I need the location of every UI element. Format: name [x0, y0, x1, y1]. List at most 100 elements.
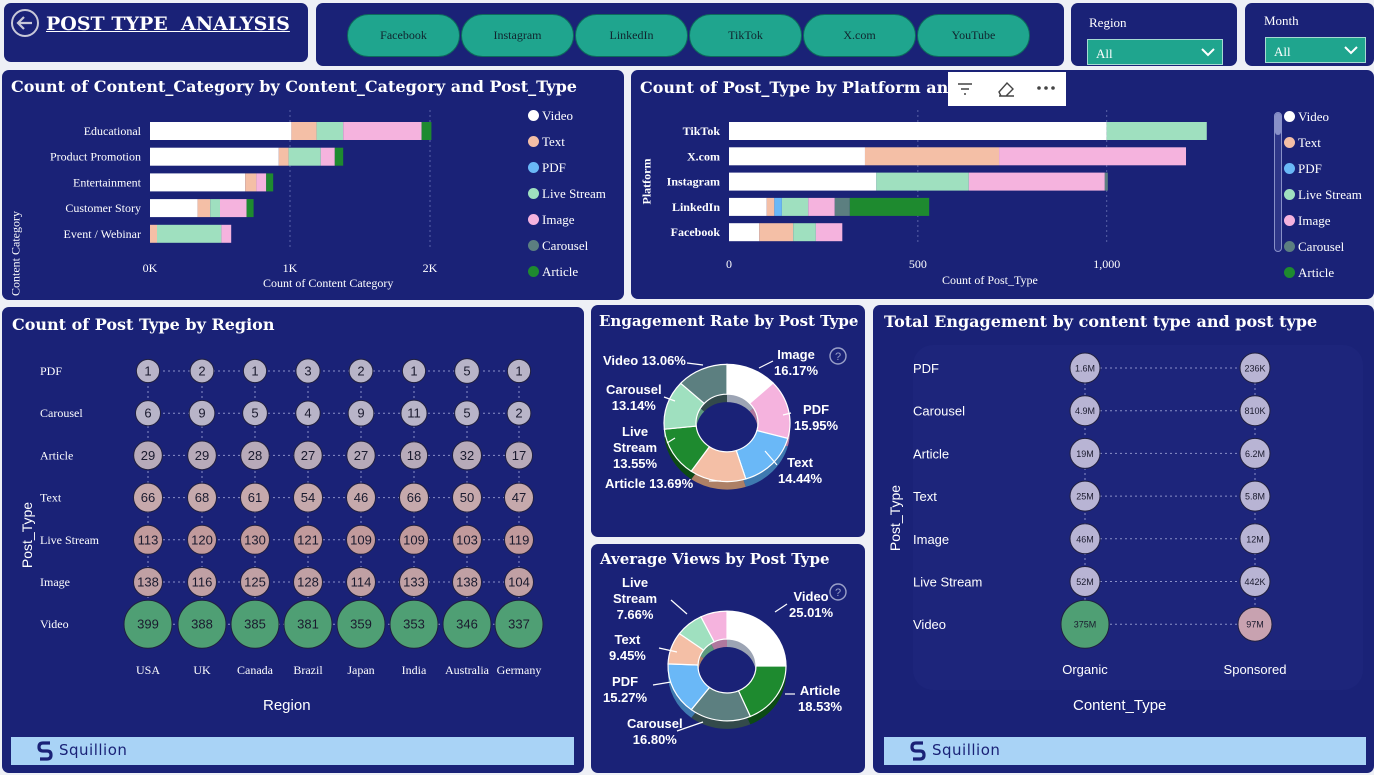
x-tick-label: 500	[909, 257, 927, 271]
legend-item-live-stream[interactable]: Live Stream	[1284, 187, 1362, 203]
bubble	[187, 567, 217, 597]
bubble	[506, 358, 532, 384]
bar-segment-video	[729, 197, 767, 216]
bubble-label: 29	[141, 448, 155, 463]
legend-item-image[interactable]: Image	[528, 212, 574, 228]
platform-button-facebook[interactable]: Facebook	[347, 14, 460, 57]
bubble-label: 1	[251, 364, 258, 379]
bubble-label: 29	[195, 448, 209, 463]
bubble-label: 346	[456, 617, 478, 632]
legend-swatch	[1284, 215, 1295, 226]
platform-button-tiktok[interactable]: TikTok	[689, 14, 802, 57]
bubble-label: 1	[515, 364, 522, 379]
leader-line	[658, 647, 678, 653]
legend-item-image[interactable]: Image	[1284, 213, 1330, 229]
bubble-label: 1	[410, 364, 417, 379]
bubble-label: 375M	[1074, 620, 1097, 630]
bubble-label: 236K	[1244, 364, 1265, 374]
bubble	[504, 441, 534, 470]
data-label-pdf: PDF 15.95%	[794, 402, 839, 433]
data-label-text: Text 14.44%	[778, 455, 823, 486]
y-tick-label: X.com	[687, 149, 720, 163]
bubble	[240, 524, 270, 555]
leader-line	[676, 721, 704, 732]
platform-button-xcom[interactable]: X.com	[803, 14, 916, 57]
bubble-label: 385	[244, 617, 266, 632]
bubble	[293, 482, 323, 513]
bubble-label: 109	[403, 532, 425, 547]
svg-text:?: ?	[835, 587, 841, 599]
legend-item-pdf[interactable]: PDF	[1284, 161, 1322, 177]
bubble	[399, 441, 429, 470]
chevron-down-icon	[1344, 46, 1358, 55]
bubble	[1239, 523, 1271, 555]
help-icon[interactable]: ?	[829, 583, 847, 601]
bubble-label: 138	[137, 575, 159, 590]
donut-slice-video	[726, 610, 787, 667]
legend-swatch	[528, 214, 539, 225]
bubble	[293, 524, 323, 555]
legend-item-carousel[interactable]: Carousel	[528, 238, 588, 254]
legend-item-article[interactable]: Article	[1284, 265, 1334, 281]
legend-item-text[interactable]: Text	[1284, 135, 1321, 151]
leader-line	[652, 681, 672, 686]
scrollbar-thumb[interactable]	[1275, 113, 1281, 135]
bubble-label: 19M	[1076, 449, 1094, 459]
filter-icon[interactable]	[956, 80, 974, 98]
eraser-icon[interactable]	[996, 80, 1016, 98]
platform-button-instagram[interactable]: Instagram	[461, 14, 574, 57]
legend-swatch	[1284, 137, 1295, 148]
back-icon[interactable]	[10, 8, 40, 38]
y-tick-label: Facebook	[671, 225, 721, 239]
bubble	[189, 358, 215, 384]
bubble-label: 46	[354, 490, 368, 505]
bubble	[399, 567, 429, 597]
chevron-down-icon	[1201, 48, 1215, 57]
legend-item-carousel[interactable]: Carousel	[1284, 239, 1344, 255]
legend-item-article[interactable]: Article	[528, 264, 578, 280]
bar-segment-image	[968, 172, 1105, 191]
bar-segment-image	[256, 173, 267, 192]
bubble-label: 138	[456, 575, 478, 590]
month-dropdown[interactable]: All	[1265, 37, 1366, 63]
bubble	[177, 599, 227, 649]
legend-label: Live Stream	[1298, 187, 1362, 202]
bubble	[452, 482, 482, 513]
x-tick-label: 1K	[283, 261, 298, 275]
chart-title: Count of Post Type by Region	[12, 315, 275, 334]
help-icon[interactable]: ?	[829, 347, 847, 365]
y-tick-label: Video	[913, 617, 946, 632]
more-options-icon[interactable]	[1036, 82, 1056, 94]
total-engagement-chart: Total Engagement by content type and pos…	[873, 305, 1374, 773]
platform-button-youtube[interactable]: YouTube	[917, 14, 1030, 57]
month-label: Month	[1264, 13, 1299, 28]
legend-item-video[interactable]: Video	[528, 108, 573, 124]
legend-item-text[interactable]: Text	[528, 134, 565, 150]
region-dropdown[interactable]: All	[1087, 39, 1223, 65]
bubble	[188, 399, 216, 427]
y-axis-label: Content Category	[8, 211, 23, 296]
bubble-label: 2	[198, 364, 205, 379]
bar-segment-article	[421, 122, 432, 140]
month-value: All	[1274, 44, 1291, 59]
bar-segment-image	[221, 224, 232, 243]
y-tick-label: Video	[40, 617, 69, 631]
x-tick-label: UK	[193, 663, 211, 677]
legend-label: PDF	[1298, 161, 1322, 176]
legend-item-video[interactable]: Video	[1284, 109, 1329, 125]
platform-button-linkedin[interactable]: LinkedIn	[575, 14, 688, 57]
data-label-video: Video 25.01%	[789, 589, 834, 620]
chart-title-text: Count of Post_Type by Platform an	[640, 78, 949, 97]
bubble-label: 5	[251, 406, 258, 421]
bubble-label: 27	[354, 448, 368, 463]
content-category-plot: 0K 1K 2K Educational Product Promotion Entert…	[50, 110, 438, 275]
bubble	[240, 482, 270, 513]
legend-scrollbar[interactable]	[1274, 112, 1282, 252]
bubble-label: 104	[508, 575, 530, 590]
brand-name: Squillion	[59, 741, 128, 759]
legend-item-pdf[interactable]: PDF	[528, 160, 566, 176]
legend-item-live-stream[interactable]: Live Stream	[528, 186, 606, 202]
region-label: Region	[1089, 15, 1127, 30]
x-axis-label: Content_Type	[1073, 697, 1167, 714]
bubble	[504, 482, 534, 513]
